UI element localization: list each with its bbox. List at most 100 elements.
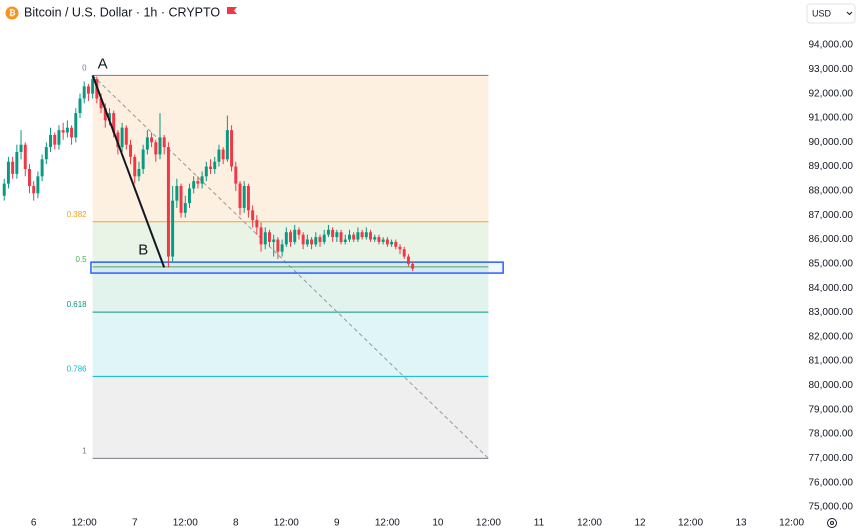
candle-body <box>154 142 158 155</box>
candle-body <box>112 113 116 133</box>
candle-body <box>356 232 360 240</box>
y-tick-label: 82,000.00 <box>809 331 854 342</box>
candle-body <box>284 232 288 245</box>
candle-body <box>65 127 69 133</box>
candle-body <box>91 79 95 94</box>
y-tick-label: 77,000.00 <box>809 453 854 464</box>
candle-body <box>259 227 263 245</box>
fib-band <box>92 266 489 313</box>
candle-body <box>108 113 111 121</box>
y-tick-label: 76,000.00 <box>809 477 854 488</box>
candle-body <box>15 151 19 174</box>
candle-body <box>322 234 326 242</box>
fib-level-label: 1 <box>82 446 87 455</box>
candle-body <box>40 159 44 177</box>
candle-body <box>272 239 276 242</box>
candle-body <box>166 147 170 257</box>
highlight-rectangle <box>90 261 504 274</box>
candle-body <box>251 210 255 221</box>
fib-level-label: 0.786 <box>67 365 88 374</box>
y-tick-label: 78,000.00 <box>809 429 854 440</box>
trend-line <box>91 75 166 268</box>
x-tick-label: 12:00 <box>779 518 804 529</box>
candle-body <box>188 188 191 204</box>
fib-band <box>92 376 489 459</box>
candle-body <box>137 169 141 177</box>
y-tick-label: 84,000.00 <box>809 283 854 294</box>
chevron <box>846 11 853 16</box>
candle-body <box>23 144 27 170</box>
candle-body <box>2 183 6 196</box>
candle-body <box>402 249 406 257</box>
currency-button[interactable] <box>806 3 856 24</box>
y-tick-label: 83,000.00 <box>809 307 854 318</box>
y-tick-label: 88,000.00 <box>809 186 854 197</box>
candle-body <box>61 130 65 133</box>
candle-body <box>150 137 154 143</box>
candle-body <box>381 239 385 242</box>
x-tick-label: 12:00 <box>173 518 198 529</box>
y-tick-label: 90,000.00 <box>809 137 854 148</box>
candle-body <box>314 237 318 245</box>
y-tick-label: 79,000.00 <box>809 404 854 415</box>
candle-body <box>200 176 204 184</box>
candle-body <box>297 229 301 235</box>
gear[interactable] <box>827 518 837 528</box>
candle-body <box>394 241 398 247</box>
candle-body <box>335 232 339 238</box>
candle-body <box>124 127 128 145</box>
plot-area: 94,000.00 93,000.00 92,000.00 91,000.00 90,0… <box>2 40 854 529</box>
candle-body <box>225 130 229 160</box>
candle-body <box>364 232 368 238</box>
candle-body <box>179 186 183 213</box>
candle-body <box>141 149 145 170</box>
y-tick-label: 81,000.00 <box>809 356 854 367</box>
x-tick-label: 9 <box>334 518 340 529</box>
candle-body <box>310 239 314 245</box>
candle-body <box>171 200 175 257</box>
y-tick-label: 87,000.00 <box>809 210 854 221</box>
flag-icon <box>227 7 237 14</box>
candle-body <box>74 113 78 138</box>
candle-body <box>280 244 284 252</box>
settings-icon[interactable] <box>827 518 837 528</box>
fib-level-label: 0.618 <box>67 300 88 309</box>
candle-body <box>348 234 351 240</box>
candle-body <box>36 176 40 194</box>
fib-band <box>92 312 489 377</box>
candle-body <box>289 232 292 242</box>
candle-body <box>301 234 305 245</box>
candle-body <box>305 239 309 245</box>
candle-body <box>129 144 132 157</box>
candle-body <box>192 181 196 189</box>
candle-body <box>318 237 322 242</box>
candle-body <box>238 183 242 208</box>
candle-body <box>246 186 250 211</box>
candle-body <box>390 241 394 245</box>
gear-center[interactable] <box>830 521 834 525</box>
fib-level-label: 0.5 <box>76 255 88 264</box>
x-tick-label: 12:00 <box>375 518 400 529</box>
candle-body <box>217 149 221 162</box>
y-tick-label: 80,000.00 <box>809 380 854 391</box>
point-label: A <box>98 55 108 72</box>
candle-body <box>19 144 23 152</box>
candle-body <box>183 203 187 213</box>
y-tick-label: 75,000.00 <box>809 502 854 513</box>
candle-body <box>360 232 364 238</box>
coin-glyph: ₿ <box>9 9 16 18</box>
candle-body <box>230 130 234 167</box>
candle-body <box>385 239 389 245</box>
candle-body <box>145 137 149 150</box>
candle-body <box>116 132 120 148</box>
candle-body <box>158 137 162 155</box>
currency-label[interactable]: USD <box>812 8 832 18</box>
candle-body <box>221 149 225 160</box>
candle-body <box>242 186 246 208</box>
candle-body <box>369 232 372 240</box>
candle-body <box>44 147 48 160</box>
y-tick-label: 94,000.00 <box>809 40 854 51</box>
candle-body <box>373 237 377 240</box>
candle-body <box>120 127 124 148</box>
